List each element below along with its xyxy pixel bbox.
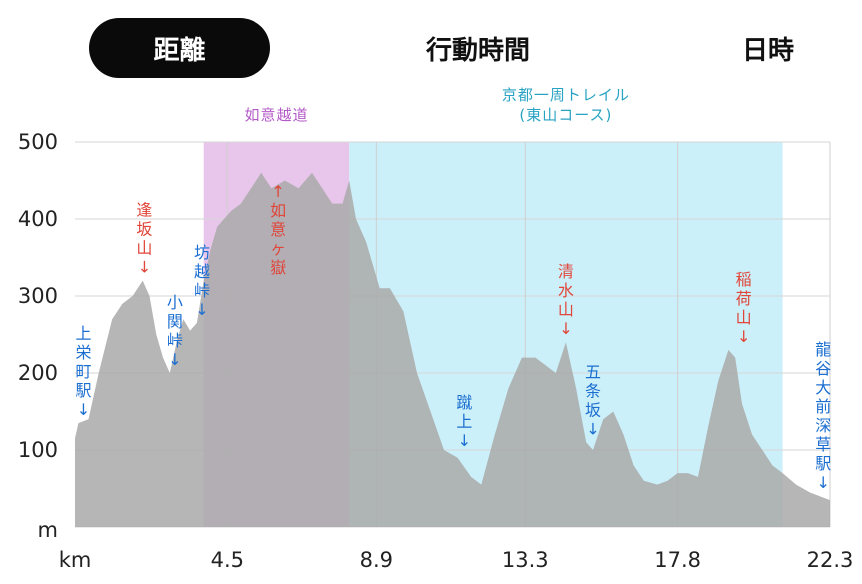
peak-label-text-5: 蹴上 (456, 393, 472, 431)
peak-label-text-8: 稲荷山 (736, 270, 752, 327)
peak-label-3: 坊越峠↓ (194, 243, 210, 319)
peak-label-text-6: 清水山 (558, 262, 574, 319)
peak-label-text-7: 五条坂 (585, 362, 601, 419)
up-arrow-icon: ↑ (271, 182, 284, 201)
down-arrow-icon: ↓ (458, 431, 471, 450)
zone-label-1-1: (東山コース) (519, 106, 612, 124)
y-tick-label-0: 100 (18, 438, 58, 462)
peak-label-text-3: 坊越峠 (194, 243, 210, 300)
elevation-area (75, 172, 830, 528)
tab-distance[interactable]: 距離 (89, 18, 270, 78)
y-tick-label-3: 400 (18, 207, 58, 231)
peak-label-0: 上栄町駅↓ (75, 324, 91, 419)
axes: 100 200 300 400 500 mkm 4.5 8.9 13.3 17.8 22.3 (18, 130, 853, 572)
peak-label-1: 逢坂山↓ (136, 201, 152, 277)
x-tick-label-2: 13.3 (502, 548, 549, 572)
down-arrow-icon: ↓ (817, 473, 830, 492)
peak-label-text-1: 逢坂山 (136, 201, 152, 258)
y-tick-label-1: 200 (18, 361, 58, 385)
x-tick-label-4: 22.3 (807, 548, 854, 572)
peak-label-4: 如意ヶ嶽↑ (270, 182, 286, 277)
peak-label-2: 小関峠↓ (167, 293, 183, 369)
peak-label-6: 清水山↓ (558, 262, 574, 338)
peak-label-text-2: 小関峠 (167, 293, 183, 350)
down-arrow-icon: ↓ (77, 400, 90, 419)
down-arrow-icon: ↓ (559, 319, 572, 338)
down-arrow-icon: ↓ (138, 258, 151, 277)
peak-label-7: 五条坂↓ (585, 362, 601, 438)
peak-label-text-0: 上栄町駅 (75, 324, 91, 400)
x-tick-label-1: 8.9 (360, 548, 393, 572)
y-unit-label: m (38, 518, 58, 542)
down-arrow-icon: ↓ (737, 327, 750, 346)
zone-labels: 如意越道 京都一周トレイル (東山コース) (244, 86, 630, 124)
x-tick-label-0: 4.5 (211, 548, 244, 572)
peak-label-8: 稲荷山↓ (736, 270, 752, 346)
tab-datetime[interactable]: 日時 (741, 35, 794, 66)
elevation-area-layer (75, 172, 830, 528)
down-arrow-icon: ↓ (168, 350, 181, 369)
y-tick-label-4: 500 (18, 130, 58, 154)
peak-label-9: 龍谷大前深草駅↓ (815, 340, 831, 492)
peak-label-5: 蹴上↓ (456, 393, 472, 450)
x-unit-label: km (59, 548, 92, 572)
tab-activity-time[interactable]: 行動時間 (425, 35, 530, 66)
peak-label-text-4: 如意ヶ嶽 (270, 201, 286, 277)
zone-label-0-0: 如意越道 (244, 106, 308, 124)
down-arrow-icon: ↓ (195, 300, 208, 319)
tab-bar: 距離 行動時間 日時 (0, 0, 862, 96)
zone-label-1-0: 京都一周トレイル (502, 86, 630, 104)
peak-label-text-9: 龍谷大前深草駅 (815, 340, 831, 473)
y-tick-label-2: 300 (18, 284, 58, 308)
x-tick-label-3: 17.8 (654, 548, 701, 572)
peak-labels: 上栄町駅↓逢坂山↓小関峠↓坊越峠↓如意ヶ嶽↑蹴上↓清水山↓五条坂↓稲荷山↓龍谷大… (75, 182, 831, 492)
down-arrow-icon: ↓ (586, 419, 599, 438)
